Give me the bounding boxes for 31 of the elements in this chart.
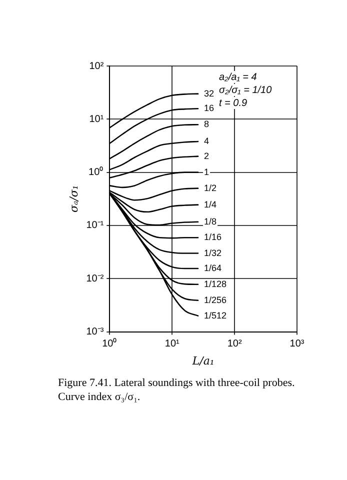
y-axis-title: σₐ/σ₁	[67, 185, 80, 213]
series-label: 1/8	[204, 216, 217, 226]
series-label: 4	[204, 136, 210, 146]
series-label: 1/4	[204, 199, 217, 210]
series-label: 8	[204, 119, 210, 130]
x-tick-label: 10²	[227, 338, 242, 350]
y-tick-label: 10²	[89, 60, 104, 72]
y-tick-label: 10⁻¹	[86, 220, 104, 232]
x-tick-label: 10¹	[164, 338, 180, 350]
x-axis-title: L/a₁	[191, 354, 214, 368]
series-label: 1/512	[204, 310, 227, 320]
y-tick-label: 10⁻³	[86, 326, 104, 338]
series-label: 2	[204, 150, 210, 161]
series-label: 1/128	[204, 278, 227, 289]
y-tick-label: 10⁻²	[86, 273, 104, 284]
annotation: t = 0.9	[219, 98, 248, 109]
series-label: 16	[204, 103, 214, 114]
x-tick-label: 10³	[290, 338, 305, 350]
caption: Figure 7.41. Lateral soundings with three-coil probes. Curve index σ₃/σ₁.	[58, 376, 296, 404]
annotation: σ₂/σ₁ = 1/10	[219, 84, 272, 96]
series-label: 1/256	[204, 294, 227, 305]
x-tick-label: 10⁰	[102, 338, 118, 350]
y-tick-label: 10¹	[89, 114, 104, 125]
series-label: 1/2	[204, 182, 217, 193]
series-label: 1/32	[204, 248, 222, 258]
series-label: 32	[204, 88, 214, 98]
series-label: 1	[204, 166, 210, 177]
series-label: 1/16	[204, 232, 222, 242]
series-label: 1/64	[204, 263, 222, 274]
annotation: a₂/a₁ = 4	[219, 72, 258, 83]
y-tick-label: 10⁰	[88, 166, 104, 178]
